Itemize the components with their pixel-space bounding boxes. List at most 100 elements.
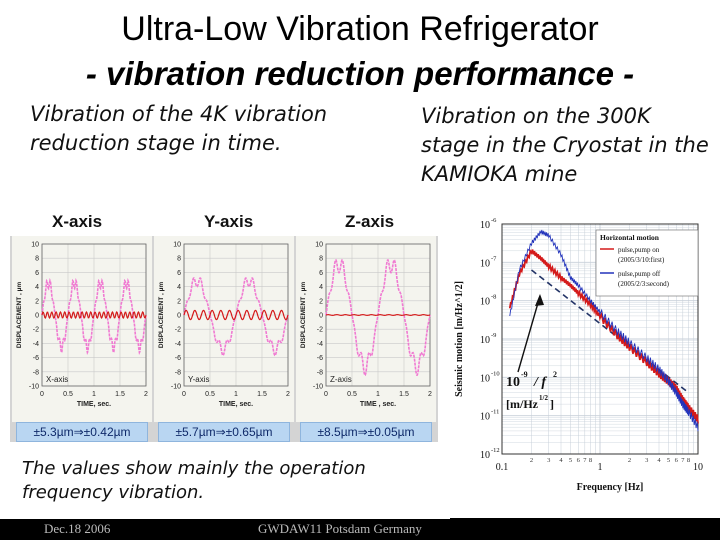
x-minor-tick-label: 4 bbox=[657, 457, 661, 464]
inset-axis-label: Y-axis bbox=[188, 375, 210, 384]
series-line-pink bbox=[41, 277, 147, 356]
y-axis-heading: Y-axis bbox=[204, 212, 254, 231]
y-axis-plot: -10 -8 -6 -4 -2 0 2 4 6 8 10 0 0.5 1 1.5 2 TIME, sec. DIS… bbox=[154, 236, 294, 422]
y-tick-label: 0 bbox=[319, 313, 323, 320]
annotation-suffix: / f bbox=[533, 375, 547, 390]
z-axis-plot: -10 -8 -6 -4 -2 0 2 4 6 8 10 0 0.5 1 1.5 2 TIME , sec. DI… bbox=[296, 236, 436, 422]
legend-entry-name: pulse,pump on bbox=[618, 246, 660, 254]
slide-title: Ultra-Low Vibration Refrigerator bbox=[121, 10, 599, 48]
x-axis-title: Frequency [Hz] bbox=[577, 482, 644, 493]
x-minor-tick-label: 4 bbox=[559, 457, 563, 464]
legend-entry-date: (2005/2/3:second) bbox=[618, 280, 670, 288]
y-tick-label: 10 bbox=[173, 242, 181, 249]
inset-axis-label: Z-axis bbox=[330, 375, 352, 384]
x-axis-plot: -10 -8 -6 -4 -2 0 2 4 6 8 10 0 0.5 1 1.5 2 TIME, sec. DIS… bbox=[12, 236, 152, 422]
footer-bar bbox=[0, 518, 720, 540]
x-minor-tick-label: 6 bbox=[675, 457, 679, 464]
y-tick-exponent: -11 bbox=[491, 409, 499, 416]
y-axis-title: DISPLACEMENT , µm bbox=[158, 282, 165, 348]
x-axis-title: TIME , sec. bbox=[360, 401, 396, 408]
annotation-unit-close: ] bbox=[550, 397, 554, 411]
legend-title: Horizontal motion bbox=[600, 233, 660, 242]
y-tick-label: 8 bbox=[177, 256, 181, 263]
y-tick-label: -2 bbox=[317, 327, 323, 334]
x-amplitude-badge: ±5.3µm⇒±0.42µm bbox=[16, 422, 148, 442]
x-tick-label: 1 bbox=[376, 391, 380, 398]
y-tick-label: -4 bbox=[175, 341, 181, 348]
y-tick-label: -8 bbox=[175, 369, 181, 376]
x-tick-label: 1.5 bbox=[115, 391, 125, 398]
y-tick-label: 2 bbox=[177, 298, 181, 305]
y-tick-label: -8 bbox=[317, 369, 323, 376]
y-tick-label: 2 bbox=[35, 298, 39, 305]
y-tick-label: 4 bbox=[177, 284, 181, 291]
reference-line-f-squared bbox=[531, 269, 689, 394]
x-minor-tick-label: 8 bbox=[687, 457, 690, 464]
x-minor-tick-label: 8 bbox=[589, 457, 592, 464]
y-tick-label: -6 bbox=[317, 355, 323, 362]
y-tick-label: 10 bbox=[480, 297, 490, 308]
footer-date: Dec.18 2006 bbox=[44, 521, 111, 536]
annotation-base: 10 bbox=[506, 375, 520, 390]
y-tick-label: -2 bbox=[33, 327, 39, 334]
time-series-panels: -10 -8 -6 -4 -2 0 2 4 6 8 10 0 0.5 1 1.5 2 TIME, sec. DIS… bbox=[10, 236, 438, 442]
x-minor-tick-label: 7 bbox=[583, 457, 587, 464]
annotation-exponent: -9 bbox=[521, 370, 528, 379]
z-axis-heading: Z-axis bbox=[345, 212, 395, 231]
series-line-pink bbox=[183, 277, 289, 357]
y-tick-label: 10 bbox=[480, 258, 490, 269]
bottom-caption: The values show mainly the operation fre… bbox=[22, 457, 422, 505]
x-tick-label: 0.5 bbox=[63, 391, 73, 398]
y-tick-label: 10 bbox=[315, 242, 323, 249]
annotation-power: 2 bbox=[553, 370, 557, 379]
y-tick-exponent: -10 bbox=[491, 370, 500, 377]
y-tick-label: 10 bbox=[480, 335, 490, 346]
plot-frame bbox=[501, 223, 699, 455]
annotation-unit: [m/Hz bbox=[506, 397, 539, 411]
y-tick-label: -10 bbox=[29, 384, 39, 391]
series-line-red bbox=[41, 310, 147, 320]
y-axis-title: DISPLACEMENT , µm bbox=[16, 282, 23, 348]
y-tick-label: 8 bbox=[319, 256, 323, 263]
y-tick-label: 0 bbox=[177, 313, 181, 320]
x-tick-label: 2 bbox=[428, 391, 432, 398]
y-tick-label: 6 bbox=[177, 270, 181, 277]
x-axis-heading: X-axis bbox=[52, 212, 103, 231]
x-minor-tick-label: 5 bbox=[569, 457, 572, 464]
x-tick-label: 1 bbox=[598, 462, 603, 473]
y-tick-label: 10 bbox=[31, 242, 39, 249]
x-tick-label: 0 bbox=[182, 391, 186, 398]
left-caption: Vibration of the 4K vibration reduction … bbox=[30, 102, 328, 155]
y-tick-label: -6 bbox=[33, 355, 39, 362]
x-minor-tick-label: 7 bbox=[681, 457, 685, 464]
y-tick-label: 2 bbox=[319, 298, 323, 305]
x-tick-label: 0 bbox=[40, 391, 44, 398]
y-tick-label: -6 bbox=[175, 355, 181, 362]
x-tick-label: 1 bbox=[234, 391, 238, 398]
x-axis-title: TIME, sec. bbox=[219, 401, 253, 408]
x-minor-tick-label: 3 bbox=[547, 457, 550, 464]
y-tick-exponent: -8 bbox=[491, 294, 496, 301]
y-axis-title: DISPLACEMENT , µm bbox=[300, 282, 307, 348]
y-tick-label: 6 bbox=[319, 270, 323, 277]
y-tick-exponent: -6 bbox=[491, 217, 497, 224]
y-tick-label: 8 bbox=[35, 256, 39, 263]
x-tick-label: 1 bbox=[92, 391, 96, 398]
x-minor-tick-label: 2 bbox=[530, 457, 533, 464]
x-tick-label: 0.1 bbox=[496, 462, 509, 473]
annotation-unit-exponent: 1/2 bbox=[539, 394, 548, 402]
y-tick-label: -2 bbox=[175, 327, 181, 334]
x-minor-tick-label: 2 bbox=[628, 457, 631, 464]
legend-entry-name: pulse,pump off bbox=[618, 270, 661, 278]
annotation-arrow-head bbox=[535, 294, 544, 306]
y-tick-exponent: -7 bbox=[491, 255, 497, 262]
slide-subtitle: - vibration reduction performance - bbox=[85, 55, 635, 92]
spectrum-series-blue bbox=[509, 229, 699, 432]
x-axis-title: TIME, sec. bbox=[77, 401, 111, 408]
x-minor-tick-label: 5 bbox=[667, 457, 670, 464]
y-tick-label: 10 bbox=[480, 373, 490, 384]
y-tick-label: -10 bbox=[313, 384, 323, 391]
x-tick-label: 0 bbox=[324, 391, 328, 398]
right-caption: Vibration on the 300K stage in the Cryos… bbox=[421, 104, 709, 186]
annotation-arrow-line bbox=[517, 295, 541, 373]
